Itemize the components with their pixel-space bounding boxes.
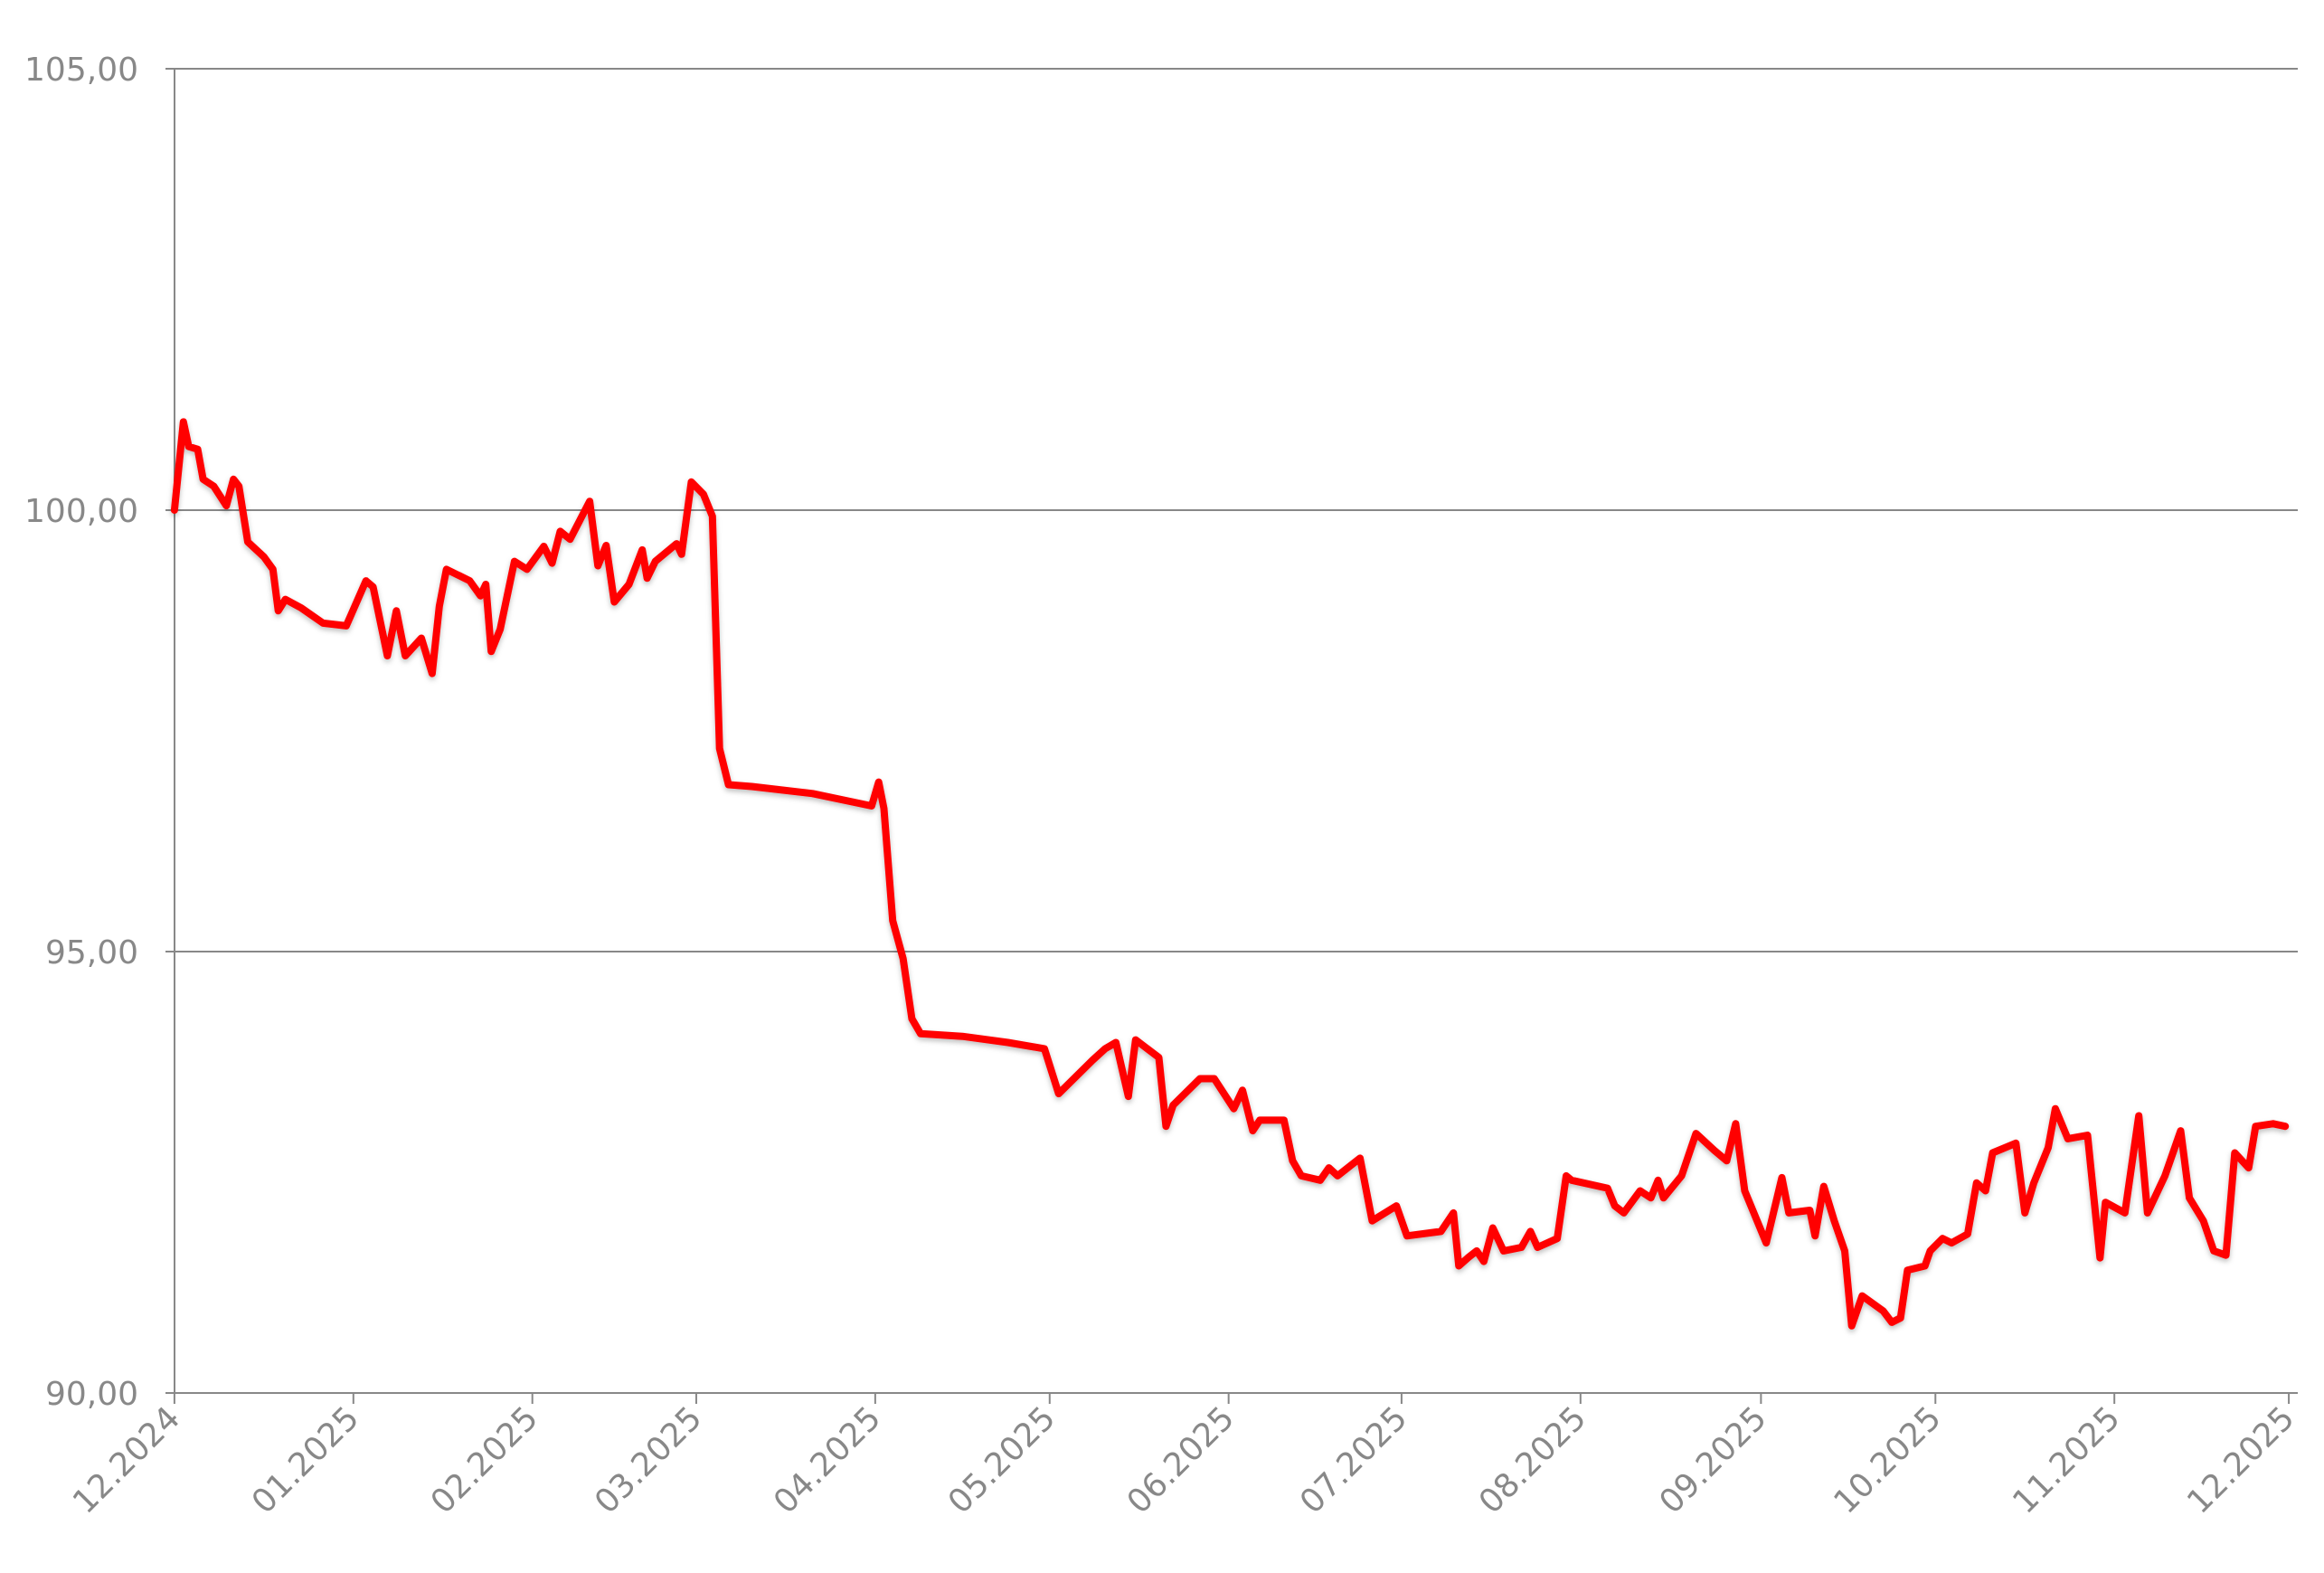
y-tick-label: 105,00 [24, 52, 138, 89]
line [170, 418, 2290, 1330]
x-tick-label: 07.2025 [1293, 1399, 1414, 1521]
x-tick-label: 08.2025 [1472, 1399, 1593, 1521]
x-tick-label: 11.2025 [2006, 1399, 2127, 1521]
x-tick-label: 02.2025 [424, 1399, 545, 1521]
x-tick-label: 01.2025 [245, 1399, 366, 1521]
x-tick-label: 12.2024 [66, 1399, 187, 1521]
y-tick-label: 95,00 [45, 934, 138, 971]
x-tick-label: 05.2025 [941, 1399, 1063, 1521]
x-tick-label: 03.2025 [588, 1399, 709, 1521]
x-tick-label: 06.2025 [1120, 1399, 1242, 1521]
x-tick-label: 10.2025 [1827, 1399, 1948, 1521]
x-tick-label: 04.2025 [767, 1399, 888, 1521]
x-tick-label: 12.2025 [2180, 1399, 2301, 1521]
y-tick-label: 90,00 [45, 1376, 138, 1413]
x-tick-label: 09.2025 [1652, 1399, 1773, 1521]
y-tick-label: 100,00 [24, 493, 138, 530]
